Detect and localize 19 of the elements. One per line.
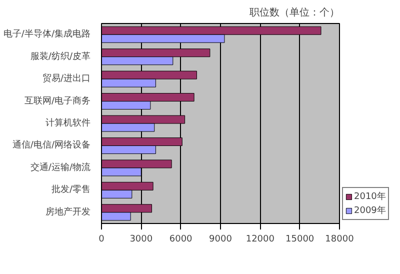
x-tick-label: 15000 <box>286 234 314 244</box>
x-tick-label: 18000 <box>325 234 354 244</box>
legend-label: 2009年 <box>354 204 386 217</box>
x-tick-label: 12000 <box>246 234 275 244</box>
chart-title: 职位数（单位：个） <box>250 6 340 18</box>
y-tick-label: 互联网/电子商务 <box>24 95 91 106</box>
y-tick-label: 通信/电信/网络设备 <box>12 140 91 151</box>
x-tick-label: 9000 <box>209 234 232 244</box>
x-tick-label: 0 <box>98 234 105 244</box>
legend-label: 2010年 <box>354 190 386 203</box>
y-tick-label: 交通/运输/物流 <box>30 162 91 173</box>
y-tick-label: 计算机软件 <box>46 118 90 128</box>
x-tick-label: 3000 <box>130 234 153 244</box>
y-tick-label: 房地产开发 <box>46 206 90 218</box>
x-tick-label: 6000 <box>169 234 193 244</box>
y-tick-label: 贸易/进出口 <box>42 73 91 84</box>
y-tick-label: 服装/纺织/皮革 <box>30 50 91 62</box>
y-tick-label: 电子/半导体/集成电路 <box>3 28 91 40</box>
y-tick-label: 批发/零售 <box>51 184 91 196</box>
